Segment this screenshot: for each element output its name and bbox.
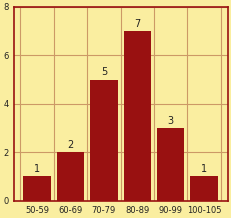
- Bar: [157, 128, 184, 201]
- Bar: [23, 176, 51, 201]
- Text: 1: 1: [201, 164, 207, 174]
- Bar: [190, 176, 218, 201]
- Bar: [90, 80, 118, 201]
- Text: 2: 2: [67, 140, 74, 150]
- Bar: [57, 152, 84, 201]
- Text: 1: 1: [34, 164, 40, 174]
- Text: 3: 3: [168, 116, 174, 126]
- Text: 5: 5: [101, 67, 107, 77]
- Text: 7: 7: [134, 19, 140, 29]
- Bar: [124, 31, 151, 201]
